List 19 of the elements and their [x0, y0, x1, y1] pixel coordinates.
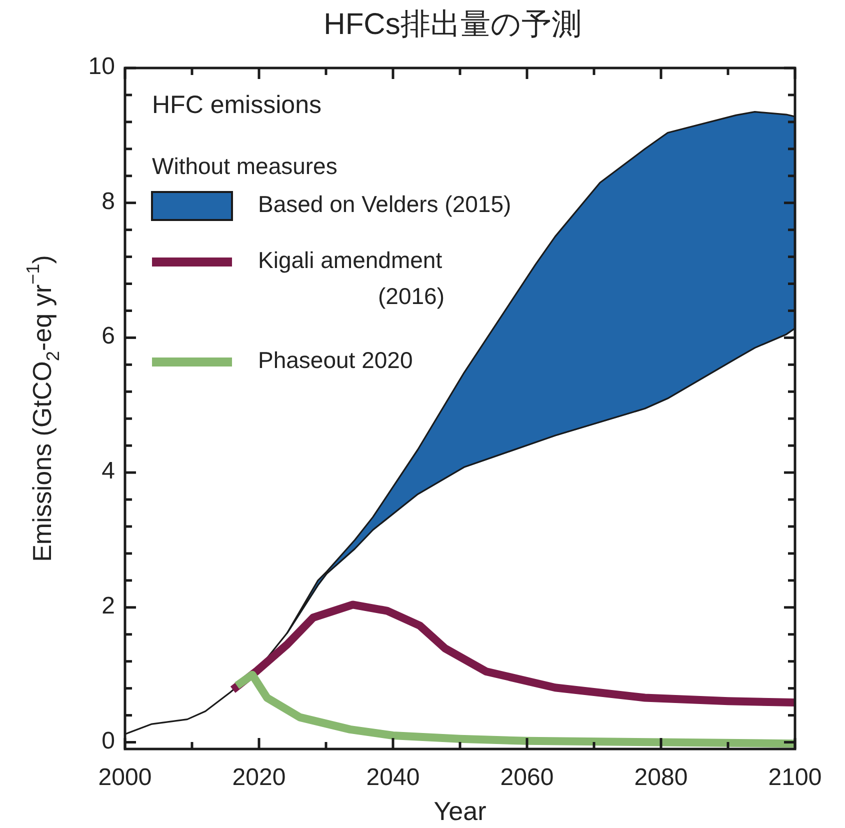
legend-label: Kigali amendment (2016): [258, 247, 444, 310]
y-tick-label: 0: [102, 728, 115, 755]
y-tick-label: 8: [102, 188, 115, 216]
y-tick-label: 6: [102, 323, 115, 350]
legend-title: Without measures: [152, 153, 338, 180]
legend-label: Phaseout 2020: [258, 347, 413, 374]
y-tick-label: 2: [102, 592, 115, 620]
chart-title: HFCs排出量の予測: [324, 8, 582, 41]
x-tick-label: 2080: [634, 764, 688, 792]
x-axis-title: Year: [434, 796, 487, 826]
x-tick-label: 2000: [98, 764, 152, 792]
x-tick-label: 2040: [366, 764, 420, 792]
y-tick-label: 4: [102, 458, 115, 485]
y-tick-label: 10: [88, 53, 115, 80]
annotation: HFC emissions: [152, 90, 322, 119]
x-tick-label: 2020: [232, 764, 286, 792]
x-tick-label: 2100: [768, 764, 822, 792]
legend-label: Based on Velders (2015): [258, 191, 512, 218]
x-tick-label: 2060: [500, 764, 554, 792]
